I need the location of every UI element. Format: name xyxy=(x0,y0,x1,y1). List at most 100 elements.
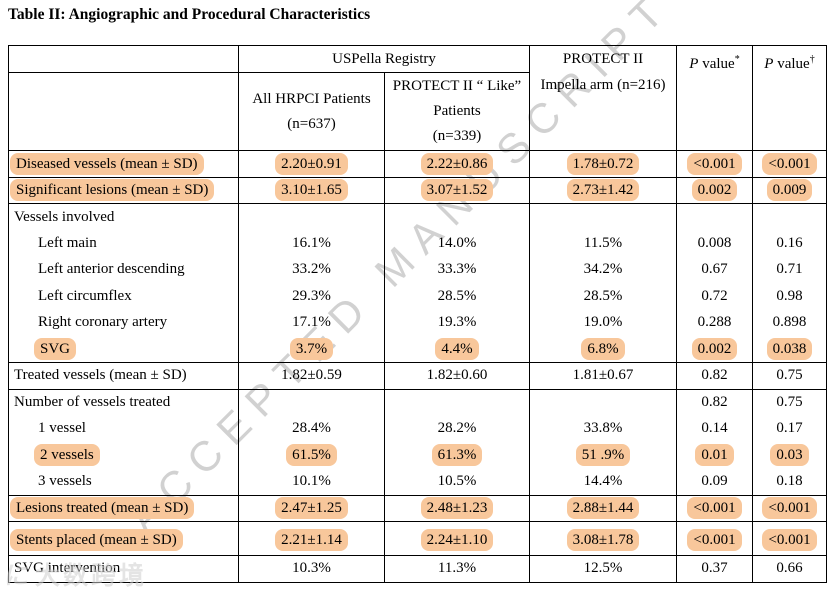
cell-value: <0.001 xyxy=(676,150,753,177)
row-label: 3 vessels xyxy=(8,468,239,495)
row-label: Diseased vessels (mean ± SD) xyxy=(8,150,239,177)
cell-value: 29.3% xyxy=(238,283,385,310)
table-header: USPella Registry PROTECT II Impella arm … xyxy=(8,45,827,151)
highlighted-text: 3.10±1.65 xyxy=(275,179,348,202)
cell-value: 11.5% xyxy=(529,230,677,257)
cell-text: 10.3% xyxy=(292,560,331,577)
cell-value: 28.5% xyxy=(384,283,530,310)
cell-value xyxy=(238,203,385,230)
row-label: Left main xyxy=(8,230,239,257)
cell-text: 33.2% xyxy=(292,261,331,278)
highlighted-text: <0.001 xyxy=(687,528,742,551)
cell-text: Vessels involved xyxy=(14,208,115,225)
cell-value: 28.4% xyxy=(238,415,385,442)
cell-value: 0.009 xyxy=(752,176,827,204)
highlighted-text: SVG xyxy=(34,338,77,360)
row-label: Lesions treated (mean ± SD) xyxy=(8,494,239,522)
cell-value: 14.0% xyxy=(384,230,530,257)
cell-text: 0.67 xyxy=(701,261,728,278)
table-row: Left circumflex 29.3% 28.5% 28.5% 0.72 0.98 xyxy=(8,283,827,310)
cell-text: 0.288 xyxy=(697,314,732,331)
cell-value: 1.82±0.59 xyxy=(238,362,385,389)
cell-text: 11.5% xyxy=(583,234,623,251)
cell-value: 0.288 xyxy=(676,309,753,336)
highlighted-text: 61.3% xyxy=(431,444,483,467)
cell-text: 33.8% xyxy=(583,420,623,437)
cell-value: 10.1% xyxy=(238,468,385,495)
highlighted-text: 2.21±1.14 xyxy=(275,528,348,551)
cell-value: <0.001 xyxy=(752,521,827,556)
cell-text: 1 vessel xyxy=(38,420,86,437)
row-label: Stents placed (mean ± SD) xyxy=(8,521,239,556)
cell-value: 3.08±1.78 xyxy=(529,521,677,556)
cell-value: 0.09 xyxy=(676,468,753,495)
cell-value: 2.22±0.86 xyxy=(384,150,530,177)
cell-text: 19.0% xyxy=(583,314,623,331)
cell-value: 3.7% xyxy=(238,336,385,363)
cell-text: 1.82±0.60 xyxy=(426,367,488,384)
header-p-value-1: P value* xyxy=(676,45,753,151)
cell-text: 0.75 xyxy=(776,394,803,410)
cell-value xyxy=(384,203,530,230)
cell-value: 61.3% xyxy=(384,442,530,469)
table-row: Left main 16.1% 14.0% 11.5% 0.008 0.16 xyxy=(8,230,827,257)
cell-value: 1.82±0.60 xyxy=(384,362,530,389)
cell-text: 1.81±0.67 xyxy=(572,367,634,384)
cell-value: 10.3% xyxy=(238,555,385,582)
cell-value: 3.10±1.65 xyxy=(238,176,385,204)
cell-value: 2.24±1.10 xyxy=(384,521,530,556)
highlighted-text: <0.001 xyxy=(687,152,742,175)
cell-value: 33.8% xyxy=(529,415,677,442)
table-row: Vessels involved xyxy=(8,203,827,230)
cell-value: 0.37 xyxy=(676,555,753,582)
cell-text: 0.71 xyxy=(776,261,803,278)
cell-value: 28.5% xyxy=(529,283,677,310)
cell-value: 34.2% xyxy=(529,256,677,283)
row-label: 2 vessels xyxy=(8,442,239,469)
cell-value: 0.82 xyxy=(676,388,753,416)
header-uspella-registry: USPella Registry xyxy=(238,45,530,73)
cell-value: 19.3% xyxy=(384,309,530,336)
header-p-value-2: P value† xyxy=(752,45,827,151)
highlighted-text: Significant lesions (mean ± SD) xyxy=(10,179,215,202)
table-row: Significant lesions (mean ± SD) 3.10±1.65… xyxy=(8,176,827,204)
table-row: 3 vessels 10.1% 10.5% 14.4% 0.09 0.18 xyxy=(8,468,827,495)
table-row: Treated vessels (mean ± SD) 1.82±0.59 1.82… xyxy=(8,362,827,389)
table-row: Diseased vessels (mean ± SD) 2.20±0.91 2.2… xyxy=(8,150,827,177)
cell-value: 17.1% xyxy=(238,309,385,336)
row-label: Right coronary artery xyxy=(8,309,239,336)
highlighted-text: <0.001 xyxy=(762,497,817,520)
header-protect2-like: PROTECT II “ Like” Patients (n=339) xyxy=(384,72,530,151)
cell-text: 0.37 xyxy=(701,560,728,577)
row-label: 1 vessel xyxy=(8,415,239,442)
highlighted-text: <0.001 xyxy=(687,497,742,520)
cell-value: 2.88±1.44 xyxy=(529,494,677,522)
cell-value: 0.038 xyxy=(752,336,827,363)
cell-value: 0.18 xyxy=(752,468,827,495)
cell-text: 0.72 xyxy=(701,287,728,304)
cell-text: 16.1% xyxy=(292,234,331,251)
row-label: Left circumflex xyxy=(8,283,239,310)
cell-value: 0.16 xyxy=(752,230,827,257)
header-protect2-impella: PROTECT II Impella arm (n=216) xyxy=(529,45,677,151)
cell-value: <0.001 xyxy=(752,494,827,522)
cell-value: 0.67 xyxy=(676,256,753,283)
cell-value: 1.81±0.67 xyxy=(529,362,677,389)
cell-value: 2.48±1.23 xyxy=(384,494,530,522)
cell-text: Right coronary artery xyxy=(38,314,168,331)
cell-value: 12.5% xyxy=(529,555,677,582)
highlighted-text: 3.08±1.78 xyxy=(566,528,640,551)
highlighted-text: 6.8% xyxy=(581,338,625,360)
header-empty-cell xyxy=(8,45,239,73)
corner-watermark-text: 大数跨境 xyxy=(35,561,148,590)
highlighted-text: 2.24±1.10 xyxy=(420,528,494,551)
table-row: SVG intervention 10.3% 11.3% 12.5% 0.37 0.66 xyxy=(8,555,827,582)
highlighted-text: Diseased vessels (mean ± SD) xyxy=(10,152,204,175)
header-row-2: All HRPCI Patients (n=637) PROTECT II “ … xyxy=(8,72,827,151)
cell-value: 0.002 xyxy=(676,176,753,204)
cell-value: 28.2% xyxy=(384,415,530,442)
cell-value xyxy=(676,203,753,230)
cell-text: 19.3% xyxy=(437,314,477,331)
cell-text: 0.75 xyxy=(776,367,803,384)
highlighted-text: 0.01 xyxy=(695,444,734,467)
